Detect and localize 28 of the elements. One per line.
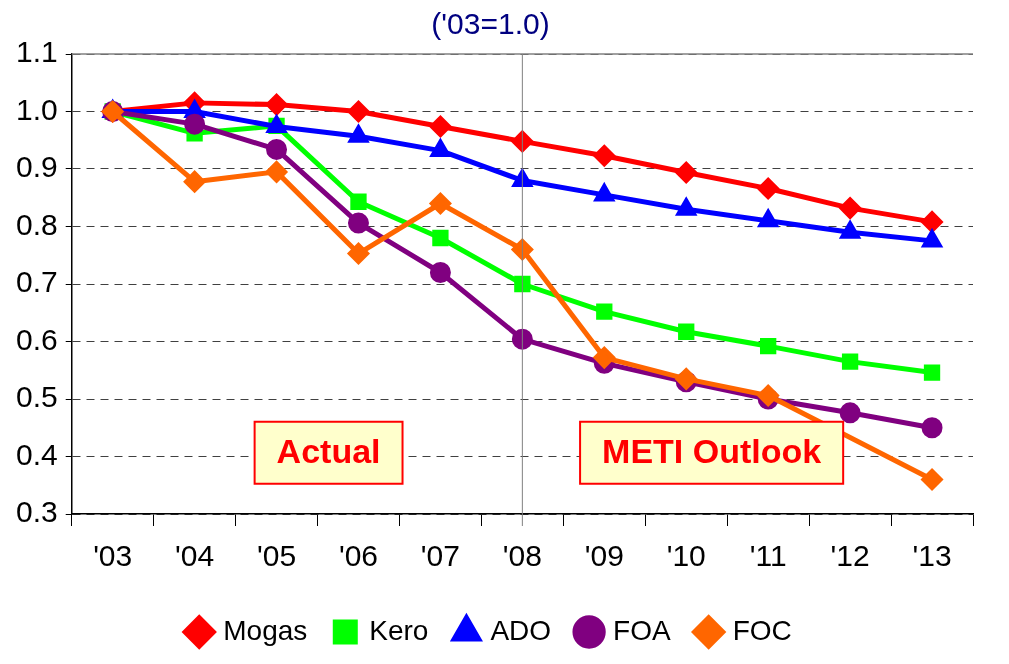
legend-label: FOA [613,614,671,646]
x-tick-label: '09 [584,539,624,573]
legend-label: Kero [369,614,429,646]
y-tick-label: 0.9 [15,150,58,184]
x-tick-label: '05 [256,539,297,573]
y-tick-label: 0.5 [15,380,58,414]
x-tick-label: '10 [666,539,706,573]
x-tick-label: '08 [502,539,542,573]
y-tick-label: 0.8 [15,207,58,241]
y-tick-label: 0.4 [15,437,58,471]
x-tick-label: '07 [420,539,460,573]
y-tick-label: 1.0 [15,92,58,126]
legend-label: Mogas [223,614,308,646]
x-tick-label: '12 [830,539,870,573]
chart-title: ('03=1.0) [431,7,550,41]
legend-label: FOC [732,614,792,646]
y-tick-label: 0.6 [15,322,58,356]
y-tick-label: 1.1 [15,35,58,69]
annotation: METI Outlook [602,432,822,471]
x-tick-label: '03 [93,539,133,573]
y-tick-label: 0.7 [15,265,58,299]
x-tick-label: '11 [749,539,787,573]
x-tick-label: '13 [912,539,952,573]
x-tick-label: '04 [175,539,215,573]
annotation: Actual [276,432,381,471]
y-tick-label: 0.3 [15,495,58,529]
x-tick-label: '06 [338,539,379,573]
legend-label: ADO [490,614,552,646]
